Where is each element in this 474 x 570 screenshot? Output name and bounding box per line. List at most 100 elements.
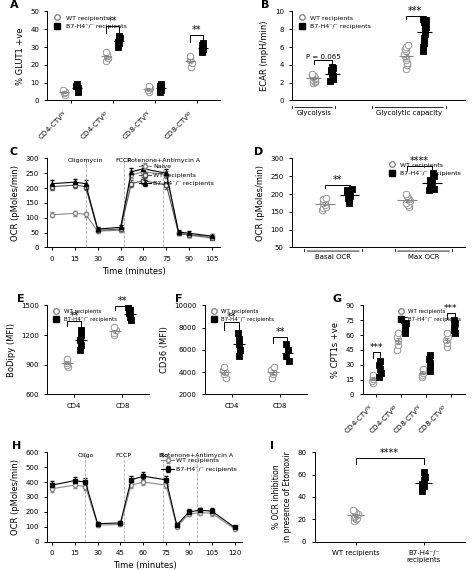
Point [404,193,412,202]
Point [329,75,337,84]
Point [451,319,459,328]
Point [310,71,318,80]
Point [145,87,153,96]
Point [219,365,227,374]
Text: **: ** [192,25,201,35]
Text: B: B [261,0,270,10]
Text: E: E [17,294,25,304]
Point [401,44,409,54]
Point [309,75,317,84]
Point [419,43,427,52]
Point [114,37,121,46]
Point [350,512,358,522]
Point [309,70,316,79]
Point [345,197,353,206]
Y-axis label: % CPT1s +ve: % CPT1s +ve [331,322,340,378]
Point [186,53,194,62]
Point [309,72,317,81]
Point [406,197,413,206]
Legend: WT recipients, B7-H4⁻/⁻ recipients: WT recipients, B7-H4⁻/⁻ recipients [295,14,372,30]
Point [418,483,426,492]
Point [421,29,429,38]
Point [116,32,123,41]
Point [220,370,228,379]
Point [353,510,361,519]
Point [77,325,84,335]
Text: ****: **** [380,448,399,458]
Text: FCCP: FCCP [116,453,131,458]
Point [402,53,410,62]
Point [420,18,428,27]
Point [393,332,401,341]
Text: ***: *** [408,6,422,16]
Point [402,47,410,56]
Point [126,313,134,322]
Point [344,186,351,195]
Text: Glycolytic capacity: Glycolytic capacity [376,110,442,116]
Point [104,53,111,62]
Point [427,366,434,375]
Point [64,355,71,364]
Point [350,517,358,526]
Text: ***: *** [444,304,457,314]
Text: Rotenone+Antimycin A: Rotenone+Antimycin A [160,453,233,458]
Text: ****: **** [410,156,429,165]
Point [369,370,377,379]
Text: **: ** [275,327,285,337]
Point [319,195,327,204]
Point [112,325,119,335]
Text: **: ** [118,296,127,307]
Text: **: ** [69,311,79,321]
Point [61,87,69,96]
Point [73,80,81,89]
Point [450,323,458,332]
Text: Glycolysis: Glycolysis [296,110,331,116]
Point [267,365,275,374]
Point [376,372,383,381]
Point [319,206,326,215]
Point [369,376,376,385]
Y-axis label: % GLUT1 +ve: % GLUT1 +ve [16,27,25,85]
Point [76,345,84,355]
Y-axis label: OCR (pMoles/min): OCR (pMoles/min) [11,165,20,241]
Point [418,479,426,488]
Legend: WT recipients, B7-H4⁻/⁻ recipients: WT recipients, B7-H4⁻/⁻ recipients [50,308,117,322]
Point [369,374,377,383]
Point [110,328,118,337]
Point [220,362,228,371]
Y-axis label: OCR (pMoles/min): OCR (pMoles/min) [11,459,20,535]
Point [146,83,154,92]
Point [64,359,71,368]
Point [329,72,337,81]
Point [422,16,429,25]
Point [420,34,428,43]
Point [443,336,450,345]
Point [156,82,164,91]
Point [418,372,425,381]
Point [419,14,427,23]
Point [452,328,459,337]
Point [344,188,351,197]
Point [327,66,334,75]
Point [354,514,361,523]
Point [198,40,206,50]
Point [321,200,328,209]
Point [419,364,427,373]
Point [126,309,133,318]
X-axis label: Time (minutes): Time (minutes) [113,561,177,570]
Text: Oligomycin: Oligomycin [68,158,103,164]
Point [402,43,410,52]
Point [427,179,434,188]
Point [419,366,427,375]
Point [327,67,335,76]
Point [269,368,276,377]
Point [103,50,111,59]
Point [420,476,428,485]
Point [188,59,195,68]
Point [404,200,412,209]
Text: P = 0.065: P = 0.065 [306,54,340,60]
Point [222,373,230,382]
Point [420,468,428,477]
Point [72,82,80,91]
Y-axis label: BoDipy (MFI): BoDipy (MFI) [7,323,16,377]
